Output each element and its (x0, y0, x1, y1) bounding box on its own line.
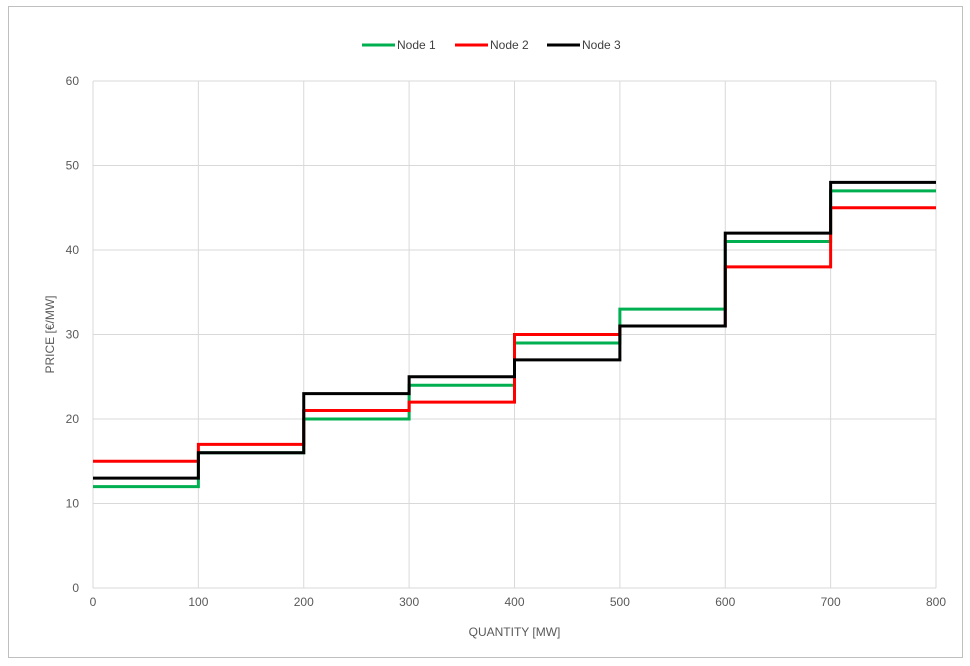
x-tick-label: 100 (188, 595, 208, 609)
x-tick-label: 300 (399, 595, 419, 609)
x-tick-label: 600 (715, 595, 735, 609)
legend-label: Node 3 (582, 38, 621, 52)
legend-label: Node 2 (490, 38, 529, 52)
chart-frame (8, 6, 963, 658)
legend: Node 1 Node 2 Node 3 (362, 38, 621, 52)
x-axis-ticks: 0 100 200 300 400 500 600 700 800 (90, 595, 947, 609)
x-tick-label: 200 (294, 595, 314, 609)
y-tick-label: 60 (66, 74, 80, 88)
x-tick-label: 800 (926, 595, 946, 609)
y-axis-label: PRICE [€/MW] (43, 295, 57, 373)
x-axis-label: QUANTITY [MW] (469, 625, 561, 639)
y-axis-ticks: 0 10 20 30 40 50 60 (66, 74, 80, 595)
series-group (93, 180, 936, 489)
series-line-node-3 (93, 180, 936, 480)
x-tick-label: 500 (610, 595, 630, 609)
x-tick-label: 0 (90, 595, 97, 609)
x-tick-label: 400 (504, 595, 524, 609)
y-tick-label: 40 (66, 243, 80, 257)
x-tick-label: 700 (821, 595, 841, 609)
y-tick-label: 50 (66, 159, 80, 173)
y-tick-label: 30 (66, 328, 80, 342)
legend-label: Node 1 (397, 38, 436, 52)
grid (92, 80, 937, 589)
y-tick-label: 0 (72, 581, 79, 595)
y-tick-label: 10 (66, 497, 80, 511)
y-tick-label: 20 (66, 412, 80, 426)
